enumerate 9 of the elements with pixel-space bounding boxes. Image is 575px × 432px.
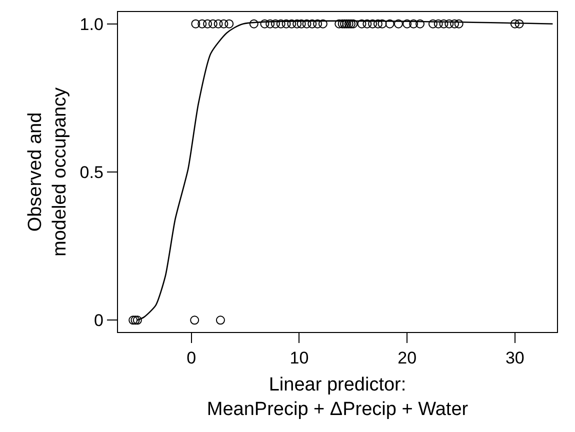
y-tick-label: 0.5 — [80, 162, 104, 182]
x-tick-label: 0 — [186, 348, 196, 368]
y-tick-label: 0 — [94, 311, 104, 330]
y-tick-label: 1.0 — [80, 14, 104, 34]
x-axis-title: Linear predictor: MeanPrecip + ΔPrecip + Water — [206, 374, 469, 420]
x-tick-label: 10 — [290, 348, 309, 368]
x-tick-label: 30 — [505, 348, 524, 368]
x-tick-label: 20 — [398, 348, 417, 368]
y-axis-title: Observed and modeled occupancy — [24, 87, 71, 256]
